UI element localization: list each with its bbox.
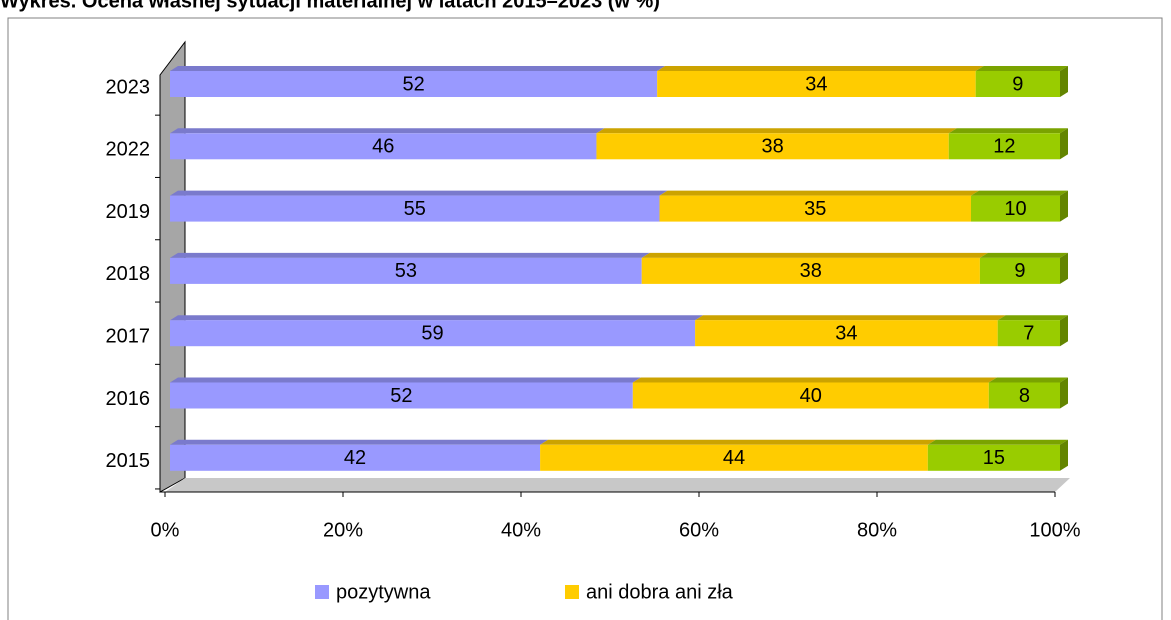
bar-side [1060,377,1068,409]
bar [988,382,1060,409]
bar-top [975,66,1068,71]
x-tick-label: 0% [151,519,180,541]
bar [170,133,597,160]
chart-frame [7,17,1163,620]
legend-swatch [565,585,579,599]
bar-side [1060,66,1068,97]
y-tick-label: 2019 [106,201,151,223]
bar [695,320,998,347]
bar-top [540,439,936,445]
bar-top [170,190,668,196]
bar-side [1060,252,1068,284]
y-tick-label: 2016 [106,388,151,410]
bar [971,195,1060,222]
data-label: 40 [800,385,822,407]
data-label: 38 [800,260,822,282]
data-label: 55 [404,198,426,220]
bar-top [988,377,1068,383]
y-tick-label: 2022 [106,139,151,161]
bar-side [1060,439,1068,471]
bar [657,71,976,97]
data-label: 34 [805,73,827,95]
data-label: 35 [804,198,826,220]
bar-top [695,315,1006,321]
bar [975,71,1060,97]
data-label: 10 [1004,198,1026,220]
bar-top [657,66,984,71]
data-label: 34 [835,322,857,344]
bar-top [170,128,605,134]
bar [596,133,949,160]
data-label: 9 [1014,260,1025,282]
bar-side [1060,190,1068,222]
bar-top [170,377,641,383]
x-tick-label: 20% [323,519,363,541]
legend-label: ani dobra ani zła [586,581,734,603]
bar [170,257,642,284]
bar-top [641,252,988,258]
bar [540,444,928,471]
data-label: 8 [1019,385,1030,407]
bar-top [948,128,1068,134]
y-tick-label: 2023 [106,76,151,98]
bar [948,133,1060,160]
x-tick-label: 60% [679,519,719,541]
bar-top [170,439,549,445]
bar [170,382,633,409]
bar-top [997,315,1068,321]
bar [979,257,1060,284]
bar [170,71,658,97]
bar [641,257,980,284]
bar-side [1060,315,1068,347]
bar [659,195,971,222]
x-tick-label: 80% [857,519,897,541]
data-label: 15 [983,447,1005,469]
bar [170,444,541,471]
chart-title: Wykres. Ocena własnej sytuacji materialn… [0,0,660,12]
data-label: 7 [1023,322,1034,344]
bar-top [170,252,650,258]
y-tick-label: 2015 [106,450,151,472]
data-label: 44 [723,447,745,469]
data-label: 38 [761,136,783,158]
legend-swatch [315,585,329,599]
x-tick-label: 100% [1029,519,1080,541]
bar [927,444,1060,471]
y-tick-label: 2018 [106,263,151,285]
data-label: 52 [390,385,412,407]
bar-side [1060,128,1068,160]
bar-top [927,439,1068,445]
bar-top [659,190,979,196]
bar [997,320,1060,347]
bar [632,382,989,409]
data-label: 42 [344,447,366,469]
legend-label: pozytywna [336,581,431,603]
data-label: 46 [372,136,394,158]
y-tick-label: 2017 [106,325,151,347]
data-label: 59 [421,322,443,344]
bar-top [971,190,1068,196]
bar [170,195,660,222]
bar-top [596,128,957,134]
bar [170,320,696,347]
data-label: 52 [402,73,424,95]
data-label: 12 [993,136,1015,158]
bar-top [979,252,1068,258]
data-label: 53 [395,260,417,282]
x-tick-label: 40% [501,519,541,541]
bar-top [170,66,666,71]
bar-top [632,377,997,383]
floor [165,478,1070,492]
bar-top [170,315,704,321]
data-label: 9 [1012,73,1023,95]
